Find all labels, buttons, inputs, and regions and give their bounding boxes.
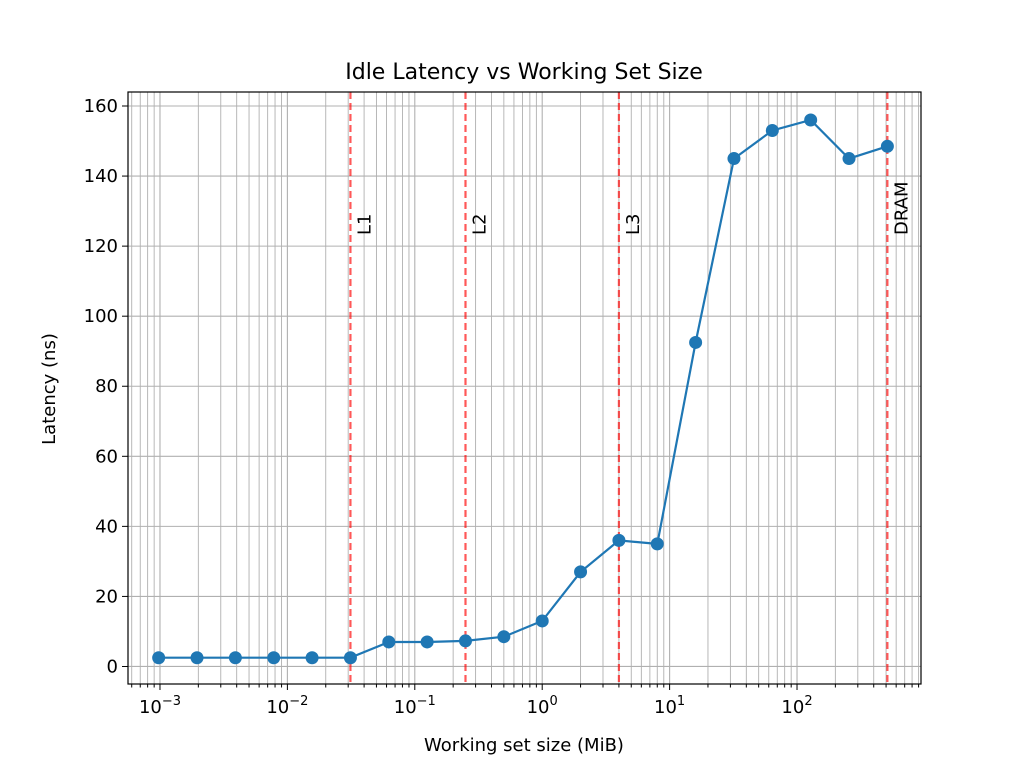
data-point	[880, 139, 894, 153]
reference-label-l3: L3	[623, 214, 644, 235]
data-point	[305, 651, 319, 665]
x-tick-label: 102	[781, 694, 812, 718]
reference-label-l1: L1	[354, 214, 375, 235]
x-tick-label: 10−1	[394, 694, 436, 718]
x-tick-label: 10−2	[266, 694, 308, 718]
x-tick-label: 100	[527, 694, 558, 718]
data-point	[228, 651, 242, 665]
data-point	[190, 651, 204, 665]
x-tick-label: 101	[654, 694, 685, 718]
data-point	[420, 635, 434, 649]
reference-label-dram: DRAM	[891, 182, 912, 235]
chart-title: Idle Latency vs Working Set Size	[345, 60, 703, 85]
data-point	[727, 152, 741, 166]
y-tick-label: 20	[95, 586, 118, 607]
reference-label-l2: L2	[469, 214, 490, 235]
y-tick-label: 40	[95, 516, 118, 537]
y-tick-label: 160	[84, 96, 118, 117]
data-point	[804, 113, 818, 127]
grid	[128, 92, 921, 684]
series	[152, 113, 894, 665]
data-point	[689, 335, 703, 349]
data-point	[574, 565, 588, 579]
y-tick-label: 120	[84, 236, 118, 257]
y-tick-label: 100	[84, 306, 118, 327]
plot-frame	[127, 91, 922, 685]
data-point	[152, 651, 166, 665]
reference-lines: L1 L2 L3 DRAM	[349, 92, 912, 684]
x-tick-label: 10−3	[139, 694, 181, 718]
y-tick-label: 0	[107, 656, 118, 677]
ticks: 0 20 40 60 80 100 120 140 160 10−3 10−2 10−1 100 101 1…	[84, 96, 920, 718]
y-tick-label: 80	[95, 376, 118, 397]
y-tick-label: 140	[84, 166, 118, 187]
data-point	[343, 651, 357, 665]
x-axis-label: Working set size (MiB)	[424, 735, 624, 756]
data-point	[382, 635, 396, 649]
data-point	[535, 614, 549, 628]
data-point	[267, 651, 281, 665]
data-point	[650, 537, 664, 551]
data-point	[458, 634, 472, 648]
data-point	[612, 533, 626, 547]
data-point	[497, 630, 511, 644]
data-point	[765, 124, 779, 138]
y-axis-label: Latency (ns)	[39, 333, 60, 445]
y-tick-label: 60	[95, 446, 118, 467]
data-point	[842, 152, 856, 166]
